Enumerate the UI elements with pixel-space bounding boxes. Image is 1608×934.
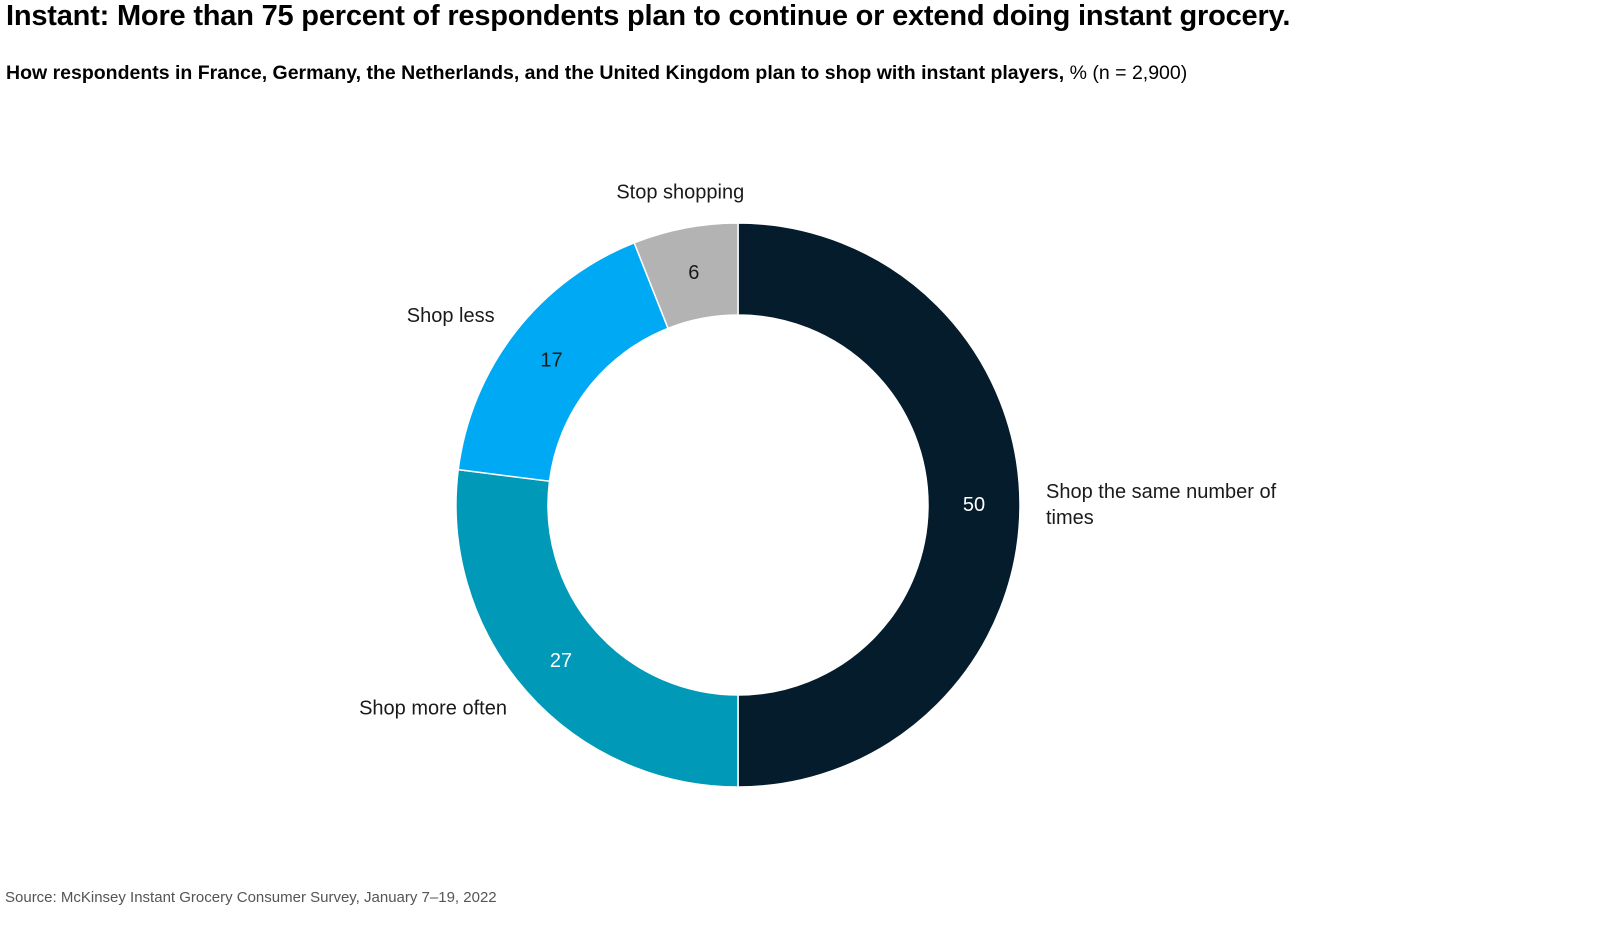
subtitle-unit: % (n = 2,900) <box>1064 62 1188 84</box>
value-label-stop-shopping: 6 <box>688 262 699 284</box>
category-label-line: Shop less <box>407 305 495 327</box>
chart-subtitle: How respondents in France, Germany, the … <box>6 62 1187 85</box>
source-note: Source: McKinsey Instant Grocery Consume… <box>5 889 497 906</box>
value-label-shop-less: 17 <box>540 349 562 371</box>
category-label-line: Stop shopping <box>616 181 744 203</box>
chart-title: Instant: More than 75 percent of respond… <box>6 0 1291 32</box>
category-label-line: times <box>1046 507 1094 529</box>
value-label-shop-more-often: 27 <box>550 650 572 672</box>
category-label-line: Shop more often <box>359 698 507 720</box>
donut-slice-shop-more-often <box>455 468 739 788</box>
category-label-stop-shopping: Stop shopping <box>616 181 744 203</box>
category-label-shop-the-same-number-of-times: Shop the same number of times <box>1046 481 1277 529</box>
subtitle-description: How respondents in France, Germany, the … <box>6 62 1065 84</box>
value-label-shop-the-same-number-of-times: 50 <box>963 494 985 516</box>
category-label-shop-less: Shop less <box>407 305 495 327</box>
donut-slice-stop-shopping <box>633 222 739 330</box>
donut-slice-shop-less <box>457 241 670 483</box>
donut-slice-shop-the-same-number-of-times <box>737 222 1021 788</box>
category-label-line: Shop the same number of <box>1046 481 1277 503</box>
category-label-shop-more-often: Shop more often <box>359 698 507 720</box>
